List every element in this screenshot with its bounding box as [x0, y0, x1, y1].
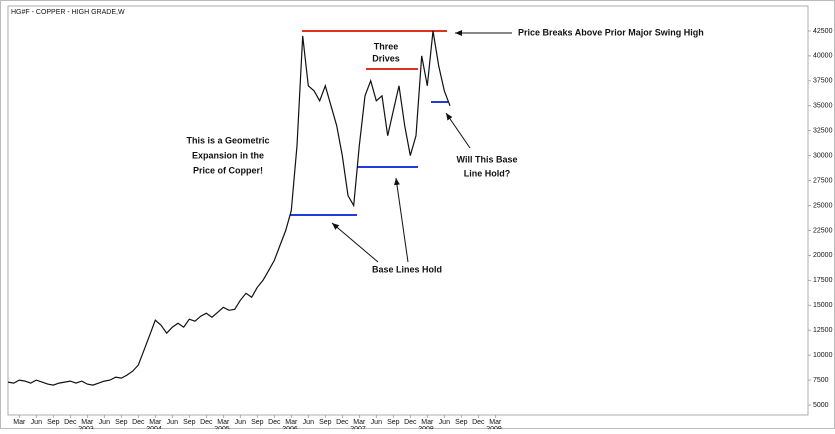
x-tick-label: Dec [472, 419, 485, 426]
y-tick-label: 42500 [813, 28, 833, 35]
y-tick-label: 25000 [813, 202, 833, 209]
annotation: Will This Base [457, 154, 518, 164]
x-tick-label: Dec [64, 419, 77, 426]
plot-area [7, 5, 809, 416]
price-line [7, 30, 451, 386]
arrow [445, 112, 471, 149]
y-tick-label: 10000 [813, 352, 833, 359]
x-tick-label: Sep [455, 419, 468, 426]
x-tick-label: Mar [353, 419, 366, 426]
x-tick-label: Mar [489, 419, 502, 426]
annotation: Price Breaks Above Prior Major Swing Hig… [518, 27, 704, 37]
y-tick-label: 30000 [813, 152, 833, 159]
x-tick-label: Jun [439, 419, 450, 426]
x-tick-label: Jun [235, 419, 246, 426]
y-tick-label: 20000 [813, 252, 833, 259]
x-tick-label: Sep [251, 419, 264, 426]
annotation: Expansion in the [192, 150, 264, 160]
x-tick-label: Sep [183, 419, 196, 426]
x-tick-label: Mar [149, 419, 162, 426]
x-tick-label: Sep [47, 419, 60, 426]
y-tick-label: 32500 [813, 128, 833, 135]
x-tick-label: Dec [268, 419, 281, 426]
y-tick-label: 5000 [813, 402, 829, 409]
x-tick-label: Jun [31, 419, 42, 426]
x-tick-label: Mar [421, 419, 434, 426]
x-tick-label: Dec [404, 419, 417, 426]
annotation: Price of Copper! [193, 165, 263, 175]
x-tick-label: Mar [81, 419, 94, 426]
x-tick-label: Dec [200, 419, 213, 426]
y-tick-label: 27500 [813, 177, 833, 184]
x-tick-label: Mar [13, 419, 26, 426]
arrow [394, 177, 409, 263]
annotation: This is a Geometric [186, 135, 269, 145]
y-tick-label: 7500 [813, 377, 829, 384]
y-tick-label: 15000 [813, 302, 833, 309]
annotation: Three [374, 41, 399, 51]
y-tick-label: 17500 [813, 277, 833, 284]
annotation: Drives [372, 53, 400, 63]
x-tick-label: Mar [285, 419, 298, 426]
x-tick-label: Dec [336, 419, 349, 426]
y-tick-label: 40000 [813, 53, 833, 60]
annotation: Line Hold? [464, 168, 511, 178]
arrow [331, 222, 379, 263]
x-tick-label: Jun [303, 419, 314, 426]
y-tick-label: 35000 [813, 103, 833, 110]
y-tick-label: 22500 [813, 227, 833, 234]
x-tick-label: Jun [99, 419, 110, 426]
annotation: Base Lines Hold [372, 264, 442, 274]
x-tick-label: Sep [387, 419, 400, 426]
x-tick-label: Jun [167, 419, 178, 426]
y-tick-label: 12500 [813, 327, 833, 334]
chart-title: HG#F - COPPER - HIGH GRADE,W [11, 9, 125, 16]
y-tick-label: 37500 [813, 78, 833, 85]
x-tick-label: Sep [319, 419, 332, 426]
x-tick-label: Jun [371, 419, 382, 426]
x-tick-label: Mar [217, 419, 230, 426]
x-tick-label: Sep [115, 419, 128, 426]
x-tick-label: Dec [132, 419, 145, 426]
